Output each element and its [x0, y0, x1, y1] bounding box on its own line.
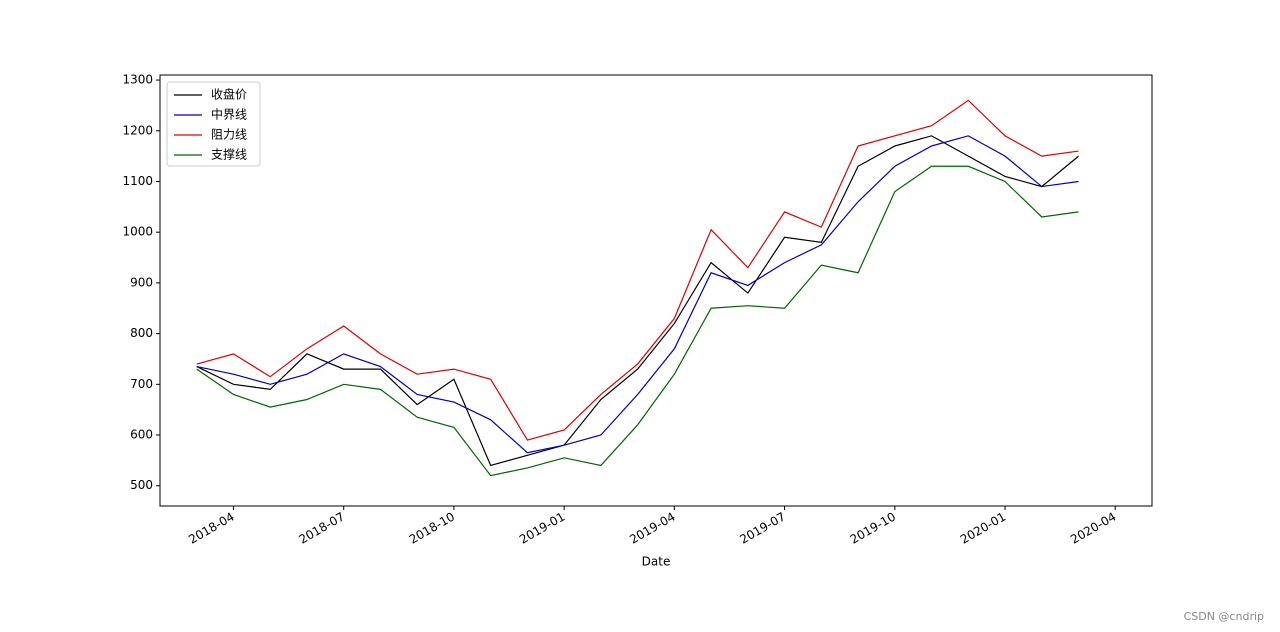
x-tick-label: 2020-01 — [958, 510, 1008, 547]
x-tick-label: 2018-07 — [297, 510, 347, 547]
y-tick-label: 600 — [130, 428, 153, 442]
series-line — [196, 135, 1079, 454]
y-tick-label: 1000 — [122, 225, 153, 239]
x-tick-label: 2019-01 — [517, 510, 567, 547]
y-tick-label: 900 — [130, 275, 153, 289]
series-line — [196, 165, 1079, 477]
plot-frame — [159, 74, 1153, 507]
x-tick-label: 2019-04 — [627, 510, 677, 547]
x-tick-label: 2018-04 — [186, 510, 236, 547]
y-tick-label: 1100 — [122, 174, 153, 188]
x-tick-label: 2019-10 — [848, 510, 898, 547]
series-line — [196, 99, 1079, 441]
legend-label: 中界线 — [211, 107, 247, 122]
y-tick-label: 1200 — [122, 123, 153, 137]
watermark: CSDN @cndrip — [1184, 610, 1264, 623]
x-tick-label: 2020-04 — [1068, 510, 1118, 547]
legend-label: 收盘价 — [211, 87, 247, 102]
series-line — [196, 135, 1079, 467]
y-tick-label: 1300 — [122, 73, 153, 87]
legend-box — [166, 81, 261, 167]
y-tick-label: 700 — [130, 377, 153, 391]
y-tick-label: 800 — [130, 326, 153, 340]
x-axis-label: Date — [642, 555, 671, 569]
x-tick-label: 2019-07 — [737, 510, 787, 547]
y-tick-label: 500 — [130, 478, 153, 492]
legend-label: 支撑线 — [211, 147, 247, 162]
legend-label: 阻力线 — [211, 128, 247, 142]
x-tick-label: 2018-10 — [407, 510, 457, 547]
